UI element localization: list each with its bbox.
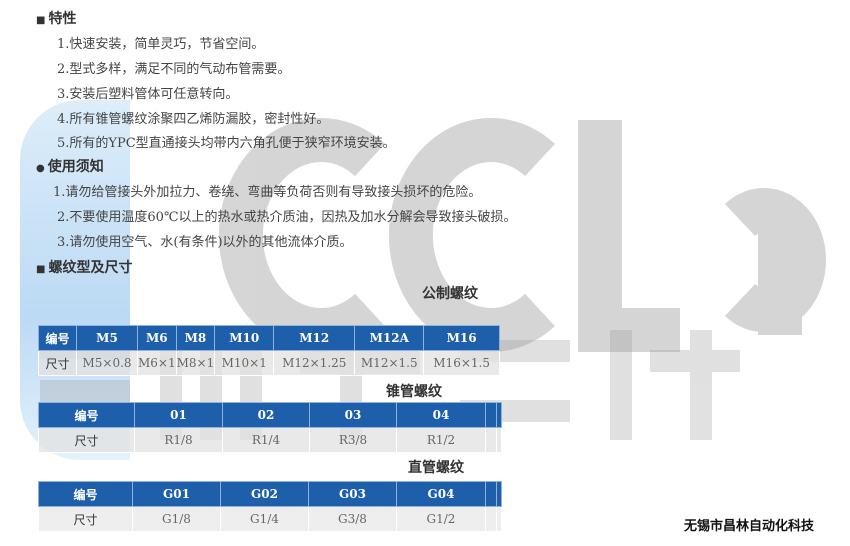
feature-item: 1.快速安装，简单灵巧，节省空间。: [57, 37, 265, 52]
cell: M16: [423, 325, 500, 351]
cell: M8: [175, 325, 216, 351]
empty-cell: [485, 427, 497, 453]
row-label: 尺寸: [38, 350, 77, 376]
metric-thread-table: 编号 M5 M6 M8 M10 M12 M12A M16 尺寸 M5×0.8 M…: [38, 325, 500, 376]
row-label: 尺寸: [38, 427, 135, 453]
threads-heading: ■ 螺纹型及尺寸: [36, 257, 132, 277]
cell: R1/8: [134, 427, 223, 453]
cell: G1/2: [396, 506, 486, 532]
notes-heading: ● 使用须知: [36, 156, 104, 176]
note-item: 1.请勿给管接头外加拉力、卷绕、弯曲等负荷否则有导致接头损坏的危险。: [53, 185, 482, 200]
features-heading: ■ 特性: [36, 8, 76, 28]
straight-caption: 直管螺纹: [408, 460, 464, 476]
table-row: 编号 01 02 03 04: [38, 402, 502, 428]
empty-cell: [485, 506, 497, 532]
square-bullet-icon: ■: [36, 264, 46, 275]
empty-cell: [496, 402, 502, 428]
cell: R1/4: [222, 427, 310, 453]
cell: M8×1: [175, 350, 216, 376]
cell: M12×1.5: [354, 350, 425, 376]
table-row: 尺寸 R1/8 R1/4 R3/8 R1/2: [38, 427, 502, 453]
empty-cell: [496, 506, 502, 532]
empty-cell: [485, 402, 497, 428]
cell: 01: [134, 402, 223, 428]
note-item: 3.请勿使用空气、水(有条件)以外的其他流体介质。: [57, 235, 353, 250]
dot-bullet-icon: ●: [36, 163, 45, 174]
cell: G02: [220, 481, 309, 507]
metric-caption: 公制螺纹: [422, 286, 478, 302]
note-item: 2.不要使用温度60℃以上的热水或热介质油，因热及加水分解会导致接头破损。: [57, 210, 517, 225]
square-bullet-icon: ■: [36, 15, 46, 26]
row-label: 编号: [38, 481, 133, 507]
watermark-letter-a: [724, 188, 826, 335]
cell: 04: [396, 402, 486, 428]
cell: G1/8: [132, 506, 221, 532]
feature-item: 3.安装后塑料管体可任意转向。: [57, 87, 239, 102]
feature-item: 5.所有的YPC型直通接头均带内六角孔便于狭窄环境安装。: [57, 136, 396, 151]
cell: M12A: [354, 325, 425, 351]
cell: M6: [137, 325, 177, 351]
heading-text: 特性: [48, 11, 77, 27]
cell: 02: [222, 402, 310, 428]
table-row: 尺寸 G1/8 G1/4 G3/8 G1/2: [38, 506, 502, 532]
heading-text: 使用须知: [47, 159, 104, 175]
cell: M10×1: [214, 350, 275, 376]
row-label: 编号: [38, 325, 77, 351]
cell: M12×1.25: [273, 350, 356, 376]
row-label: 编号: [38, 402, 135, 428]
cell: M16×1.5: [423, 350, 500, 376]
table-row: 编号 M5 M6 M8 M10 M12 M12A M16: [38, 325, 500, 351]
empty-cell: [496, 481, 502, 507]
cell: M10: [214, 325, 275, 351]
taper-thread-table: 编号 01 02 03 04 尺寸 R1/8 R1/4 R3/8 R1/2: [38, 402, 502, 453]
cell: G1/4: [220, 506, 309, 532]
taper-caption: 锥管螺纹: [386, 384, 442, 400]
cell: M12: [273, 325, 356, 351]
heading-text: 螺纹型及尺寸: [48, 260, 133, 276]
cell: M6×1: [137, 350, 177, 376]
row-label: 尺寸: [38, 506, 133, 532]
company-name: 无锡市昌林自动化科技: [684, 519, 815, 534]
empty-cell: [496, 427, 502, 453]
cell: G3/8: [308, 506, 397, 532]
watermark-letter-l: [578, 120, 680, 352]
cell: M5: [76, 325, 138, 351]
empty-cell: [485, 481, 497, 507]
feature-item: 4.所有锥管螺纹涂聚四乙烯防漏胶，密封性好。: [57, 112, 330, 127]
cell: G01: [132, 481, 221, 507]
cell: G03: [308, 481, 397, 507]
cell: R3/8: [309, 427, 397, 453]
cell: 03: [309, 402, 397, 428]
cell: G04: [396, 481, 486, 507]
cell: R1/2: [396, 427, 486, 453]
straight-thread-table: 编号 G01 G02 G03 G04 尺寸 G1/8 G1/4 G3/8 G1/…: [38, 481, 502, 532]
table-row: 编号 G01 G02 G03 G04: [38, 481, 502, 507]
cell: M5×0.8: [76, 350, 138, 376]
table-row: 尺寸 M5×0.8 M6×1 M8×1 M10×1 M12×1.25 M12×1…: [38, 350, 500, 376]
feature-item: 2.型式多样，满足不同的气动布管需要。: [57, 62, 291, 77]
